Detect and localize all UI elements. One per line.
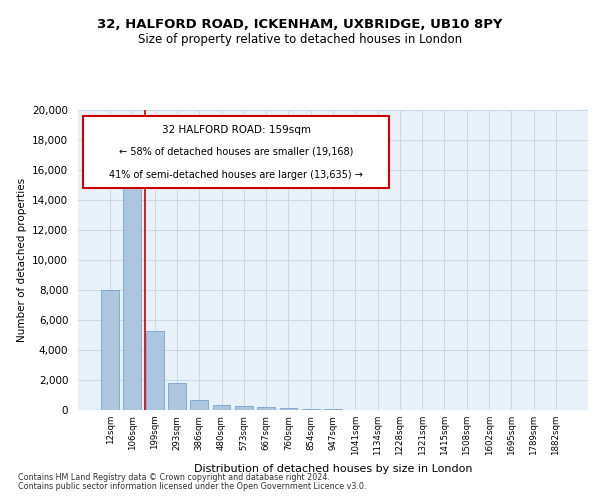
- Bar: [124, 162, 142, 410]
- Bar: [168, 383, 186, 410]
- Text: Contains public sector information licensed under the Open Government Licence v3: Contains public sector information licen…: [18, 482, 367, 491]
- Text: Contains HM Land Registry data © Crown copyright and database right 2024.: Contains HM Land Registry data © Crown c…: [18, 473, 330, 482]
- Bar: [212, 405, 230, 410]
- Text: ← 58% of detached houses are smaller (19,168): ← 58% of detached houses are smaller (19…: [119, 147, 353, 157]
- FancyBboxPatch shape: [83, 116, 389, 188]
- Text: 32, HALFORD ROAD, ICKENHAM, UXBRIDGE, UB10 8PY: 32, HALFORD ROAD, ICKENHAM, UXBRIDGE, UB…: [97, 18, 503, 30]
- Bar: [146, 330, 164, 410]
- Bar: [280, 408, 298, 410]
- Bar: [302, 409, 320, 410]
- Bar: [235, 406, 253, 410]
- Bar: [190, 400, 208, 410]
- Bar: [257, 407, 275, 410]
- Text: 32 HALFORD ROAD: 159sqm: 32 HALFORD ROAD: 159sqm: [161, 126, 311, 136]
- Text: 41% of semi-detached houses are larger (13,635) →: 41% of semi-detached houses are larger (…: [109, 170, 363, 180]
- Text: Size of property relative to detached houses in London: Size of property relative to detached ho…: [138, 32, 462, 46]
- Bar: [101, 290, 119, 410]
- Y-axis label: Number of detached properties: Number of detached properties: [17, 178, 26, 342]
- X-axis label: Distribution of detached houses by size in London: Distribution of detached houses by size …: [194, 464, 472, 473]
